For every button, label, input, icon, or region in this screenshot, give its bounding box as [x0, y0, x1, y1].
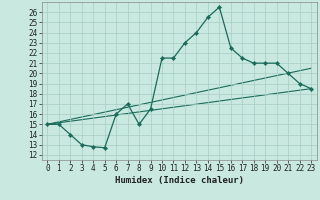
X-axis label: Humidex (Indice chaleur): Humidex (Indice chaleur)	[115, 176, 244, 185]
